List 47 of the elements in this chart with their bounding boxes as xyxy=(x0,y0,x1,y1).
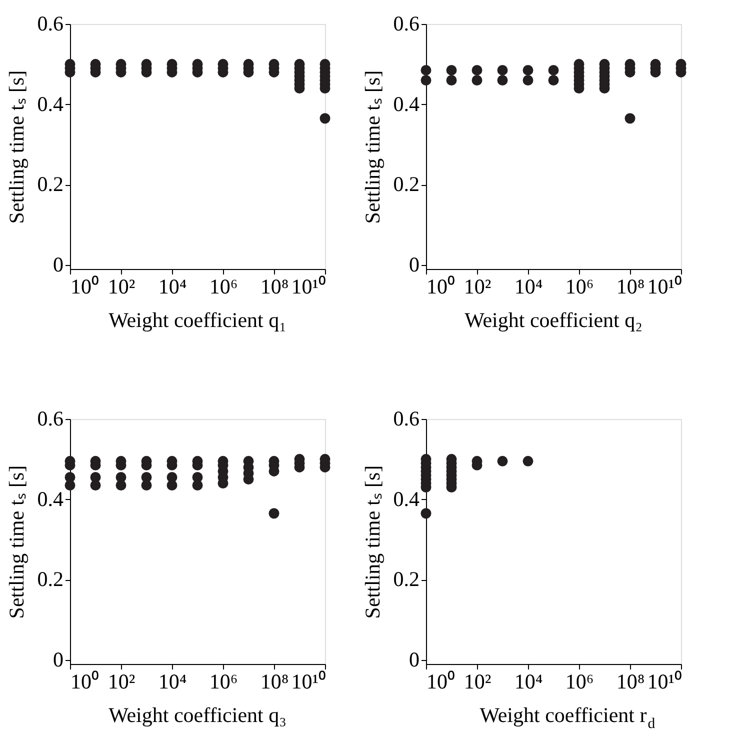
y-tick-label: 0.2 xyxy=(37,172,64,196)
y-tick-label: 0 xyxy=(53,252,64,276)
y-tick-label: 0 xyxy=(409,252,420,276)
x-tick-label: 10¹⁰ xyxy=(647,274,682,298)
x-tick-label: 10² xyxy=(108,670,136,694)
x-axis-title: Weight coefficient q₃ xyxy=(108,703,286,727)
x-tick-label: 10⁰ xyxy=(426,670,454,694)
x-tick-label: 10² xyxy=(108,274,136,298)
y-tick-label: 0.6 xyxy=(37,406,64,430)
x-tick-label: 10⁶ xyxy=(565,670,594,694)
y-axis-title: Settling time tₛ [s] xyxy=(4,465,28,619)
x-tick-label: 10² xyxy=(464,670,492,694)
x-tick-label: 10⁰ xyxy=(70,274,98,298)
x-tick-label: 10⁴ xyxy=(514,274,543,298)
y-tick-label: 0 xyxy=(53,647,64,672)
y-tick-label: 0.2 xyxy=(393,172,420,196)
x-axis-title: Weight coefficient q₂ xyxy=(464,308,642,332)
x-tick-label: 10⁶ xyxy=(209,670,238,694)
y-tick-label: 0 xyxy=(409,647,420,672)
x-axis-title: Weight coefficient q₁ xyxy=(108,308,286,332)
y-tick-label: 0.4 xyxy=(37,486,64,511)
y-tick-label: 0.2 xyxy=(393,567,420,592)
x-tick-label: 10⁰ xyxy=(426,274,454,298)
x-tick-label: 10¹⁰ xyxy=(291,670,326,694)
x-tick-label: 10² xyxy=(464,274,492,298)
x-tick-label: 10⁸ xyxy=(260,670,289,694)
y-tick-label: 0.6 xyxy=(393,12,420,36)
x-tick-label: 10⁴ xyxy=(158,670,187,694)
x-tick-label: 10⁰ xyxy=(70,670,98,694)
x-tick-label: 10¹⁰ xyxy=(647,670,682,694)
y-tick-label: 0.4 xyxy=(393,92,420,116)
x-tick-label: 10⁴ xyxy=(514,670,543,694)
y-axis-title: Settling time tₛ [s] xyxy=(4,70,28,224)
x-tick-label: 10¹⁰ xyxy=(291,274,326,298)
x-tick-label: 10⁶ xyxy=(209,274,238,298)
y-axis-title: Settling time tₛ [s] xyxy=(360,70,384,224)
y-tick-label: 0.6 xyxy=(393,406,420,430)
x-tick-label: 10⁸ xyxy=(616,274,645,298)
x-tick-label: 10⁶ xyxy=(565,274,594,298)
y-tick-label: 0.4 xyxy=(37,92,64,116)
x-tick-label: 10⁴ xyxy=(158,274,187,298)
y-tick-label: 0.2 xyxy=(37,567,64,592)
x-tick-label: 10⁸ xyxy=(260,274,289,298)
x-tick-label: 10⁸ xyxy=(616,670,645,694)
y-axis-title: Settling time tₛ [s] xyxy=(360,465,384,619)
y-tick-label: 0.6 xyxy=(37,12,64,36)
y-tick-label: 0.4 xyxy=(393,486,420,511)
